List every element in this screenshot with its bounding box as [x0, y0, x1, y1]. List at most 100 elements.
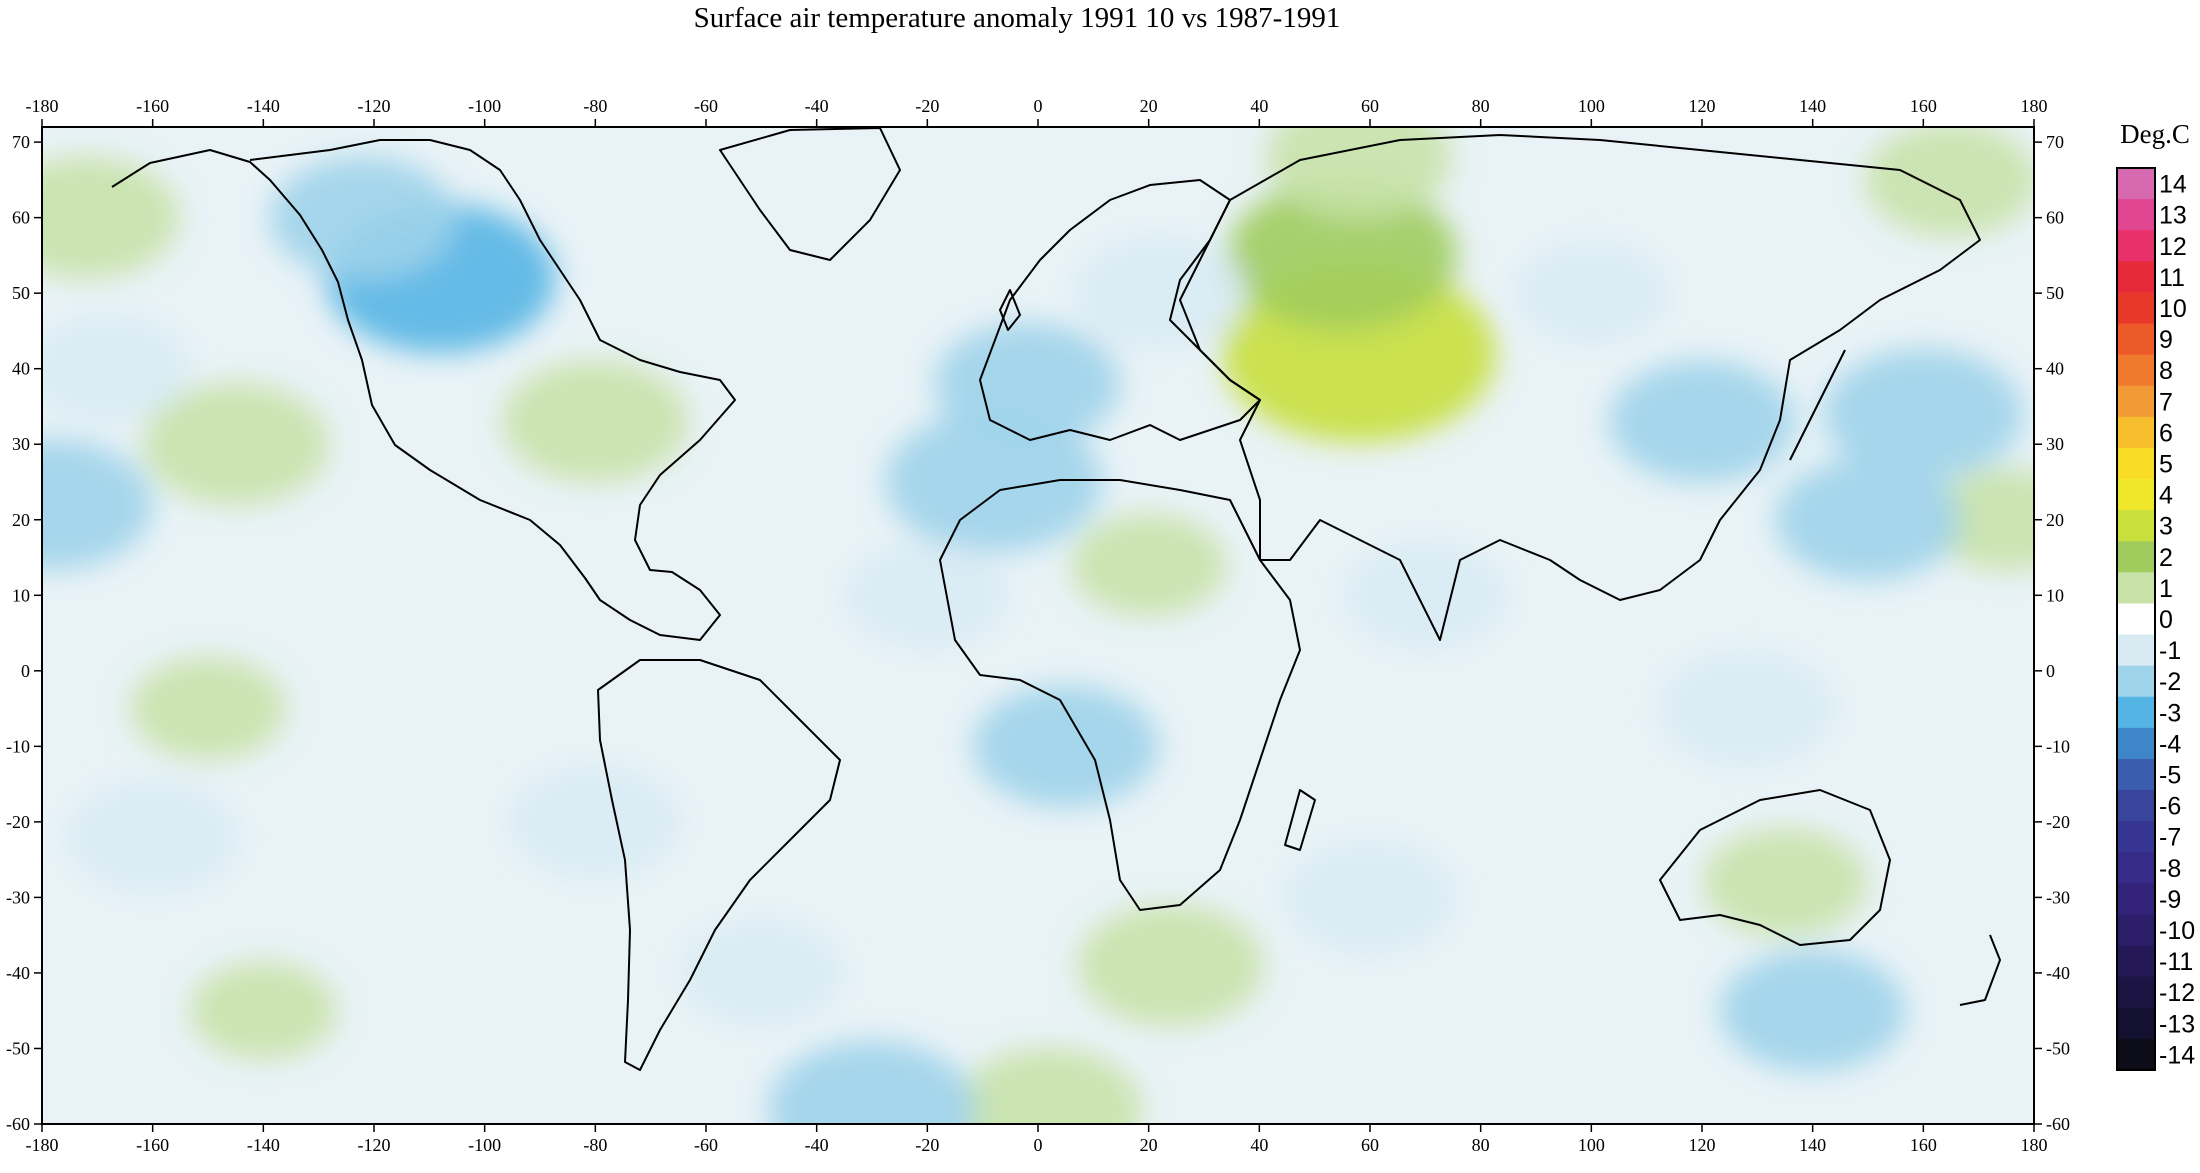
- colorbar-label: -3: [2159, 699, 2181, 727]
- colorbar-swatch: [2117, 199, 2155, 231]
- colorbar-label: -11: [2159, 948, 2193, 976]
- lat-tick-label: 0: [21, 661, 30, 681]
- colorbar-label: 10: [2159, 295, 2187, 323]
- lon-tick-label: 160: [1910, 1135, 1937, 1155]
- lat-tick-label: 60: [2046, 208, 2064, 228]
- lon-tick-label: -100: [468, 1135, 501, 1155]
- lon-tick-label: 180: [2021, 96, 2048, 116]
- lon-tick-label: 40: [1250, 96, 1268, 116]
- lon-tick-label: 0: [1034, 1135, 1043, 1155]
- colorbar-swatch: [2117, 385, 2155, 418]
- colorbar-swatch: [2117, 416, 2155, 449]
- colorbar-swatch: [2117, 821, 2155, 853]
- anomaly-blob: [933, 322, 1120, 445]
- colorbar-label: 7: [2159, 388, 2173, 416]
- lon-tick-label: -60: [694, 96, 718, 116]
- lon-tick-label: -80: [583, 96, 607, 116]
- lon-tick-label: -120: [358, 1135, 391, 1155]
- lon-tick-label: 60: [1361, 96, 1379, 116]
- colorbar-label: -1: [2159, 637, 2181, 665]
- colorbar-swatch: [2117, 945, 2155, 978]
- lon-tick-label: 20: [1140, 96, 1158, 116]
- lat-tick-label: -50: [2046, 1038, 2070, 1058]
- lon-tick-label: -140: [247, 96, 280, 116]
- colorbar-swatch: [2117, 510, 2155, 542]
- colorbar-label: -14: [2159, 1041, 2195, 1069]
- anomaly-blob: [885, 411, 1103, 553]
- colorbar-label: -5: [2159, 762, 2181, 790]
- coastline-japan: [1789, 349, 1846, 461]
- lat-tick-label: -50: [6, 1038, 30, 1058]
- map-title: Surface air temperature anomaly 1991 10 …: [693, 2, 1341, 34]
- colorbar-label: 1: [2159, 575, 2173, 603]
- anomaly-blob: [190, 962, 337, 1060]
- colorbar-label: -7: [2159, 824, 2181, 852]
- colorbar-swatch: [2117, 292, 2155, 325]
- lat-tick-label: 60: [12, 208, 30, 228]
- coastline-uk: [999, 289, 1021, 331]
- lon-tick-label: 180: [2021, 1135, 2048, 1155]
- lon-tick-label: 60: [1361, 1135, 1379, 1155]
- anomaly-field: [42, 127, 2034, 1124]
- colorbar-swatch: [2117, 1038, 2155, 1071]
- colorbar-swatch: [2117, 230, 2155, 262]
- lat-tick-label: 0: [2046, 661, 2055, 681]
- lon-tick-label: 100: [1578, 1135, 1605, 1155]
- lon-tick-label: -180: [26, 1135, 59, 1155]
- colorbar-label: -10: [2159, 917, 2195, 945]
- anomaly-blob: [142, 383, 329, 506]
- colorbar-swatch: [2117, 914, 2155, 947]
- colorbar-label: 11: [2159, 264, 2185, 292]
- lat-tick-label: 50: [2046, 283, 2064, 303]
- colorbar-swatch: [2117, 168, 2155, 200]
- lat-tick-label: 70: [2046, 132, 2064, 152]
- colorbar-swatch: [2117, 634, 2155, 667]
- lat-tick-label: -10: [2046, 736, 2070, 756]
- colorbar: Deg.C14131211109876543210-1-2-3-4-5-6-7-…: [2116, 119, 2195, 1071]
- anomaly-blob: [1077, 904, 1264, 1027]
- anomaly-blob: [42, 156, 180, 279]
- lon-tick-label: -40: [805, 96, 829, 116]
- colorbar-frame: [2116, 167, 2156, 1071]
- coastline-madagascar: [1284, 789, 1316, 851]
- colorbar-swatch: [2117, 479, 2155, 511]
- anomaly-blob: [1513, 241, 1669, 345]
- anomaly-blob: [42, 439, 153, 570]
- colorbar-label: -4: [2159, 730, 2181, 758]
- coastline-africa: [939, 479, 1301, 911]
- colorbar-label: -12: [2159, 979, 2195, 1007]
- lon-tick-label: 100: [1578, 96, 1605, 116]
- lon-tick-label: -120: [358, 96, 391, 116]
- lat-tick-label: -20: [6, 812, 30, 832]
- lon-tick-label: -140: [247, 1135, 280, 1155]
- anomaly-blob: [679, 918, 844, 1027]
- anomaly-blob: [1657, 650, 1835, 767]
- lat-tick-label: 20: [2046, 510, 2064, 530]
- lon-tick-label: 80: [1472, 1135, 1490, 1155]
- lon-tick-label: -160: [136, 96, 169, 116]
- lon-tick-label: 140: [1799, 96, 1826, 116]
- colorbar-label: -6: [2159, 793, 2181, 821]
- colorbar-label: 6: [2159, 419, 2173, 447]
- lon-tick-label: -40: [805, 1135, 829, 1155]
- anomaly-blob: [1609, 360, 1795, 483]
- colorbar-swatch: [2117, 665, 2155, 698]
- anomaly-blob: [1703, 828, 1867, 937]
- lat-tick-label: 40: [2046, 359, 2064, 379]
- anomaly-blob: [956, 1047, 1143, 1124]
- lat-tick-label: 20: [12, 510, 30, 530]
- lon-tick-label: 120: [1689, 1135, 1716, 1155]
- lon-tick-label: -180: [26, 96, 59, 116]
- lon-tick-label: 80: [1472, 96, 1490, 116]
- lon-tick-label: 20: [1140, 1135, 1158, 1155]
- coastline-north-america: [111, 139, 736, 641]
- lat-tick-label: 70: [12, 132, 30, 152]
- colorbar-label: 9: [2159, 326, 2173, 354]
- colorbar-label: -9: [2159, 886, 2181, 914]
- coastlines: [111, 127, 2001, 1071]
- colorbar-label: 14: [2159, 171, 2187, 199]
- anomaly-blob: [1227, 180, 1458, 331]
- lat-tick-label: -10: [6, 736, 30, 756]
- colorbar-label: 4: [2159, 482, 2173, 510]
- colorbar-swatch: [2117, 261, 2155, 293]
